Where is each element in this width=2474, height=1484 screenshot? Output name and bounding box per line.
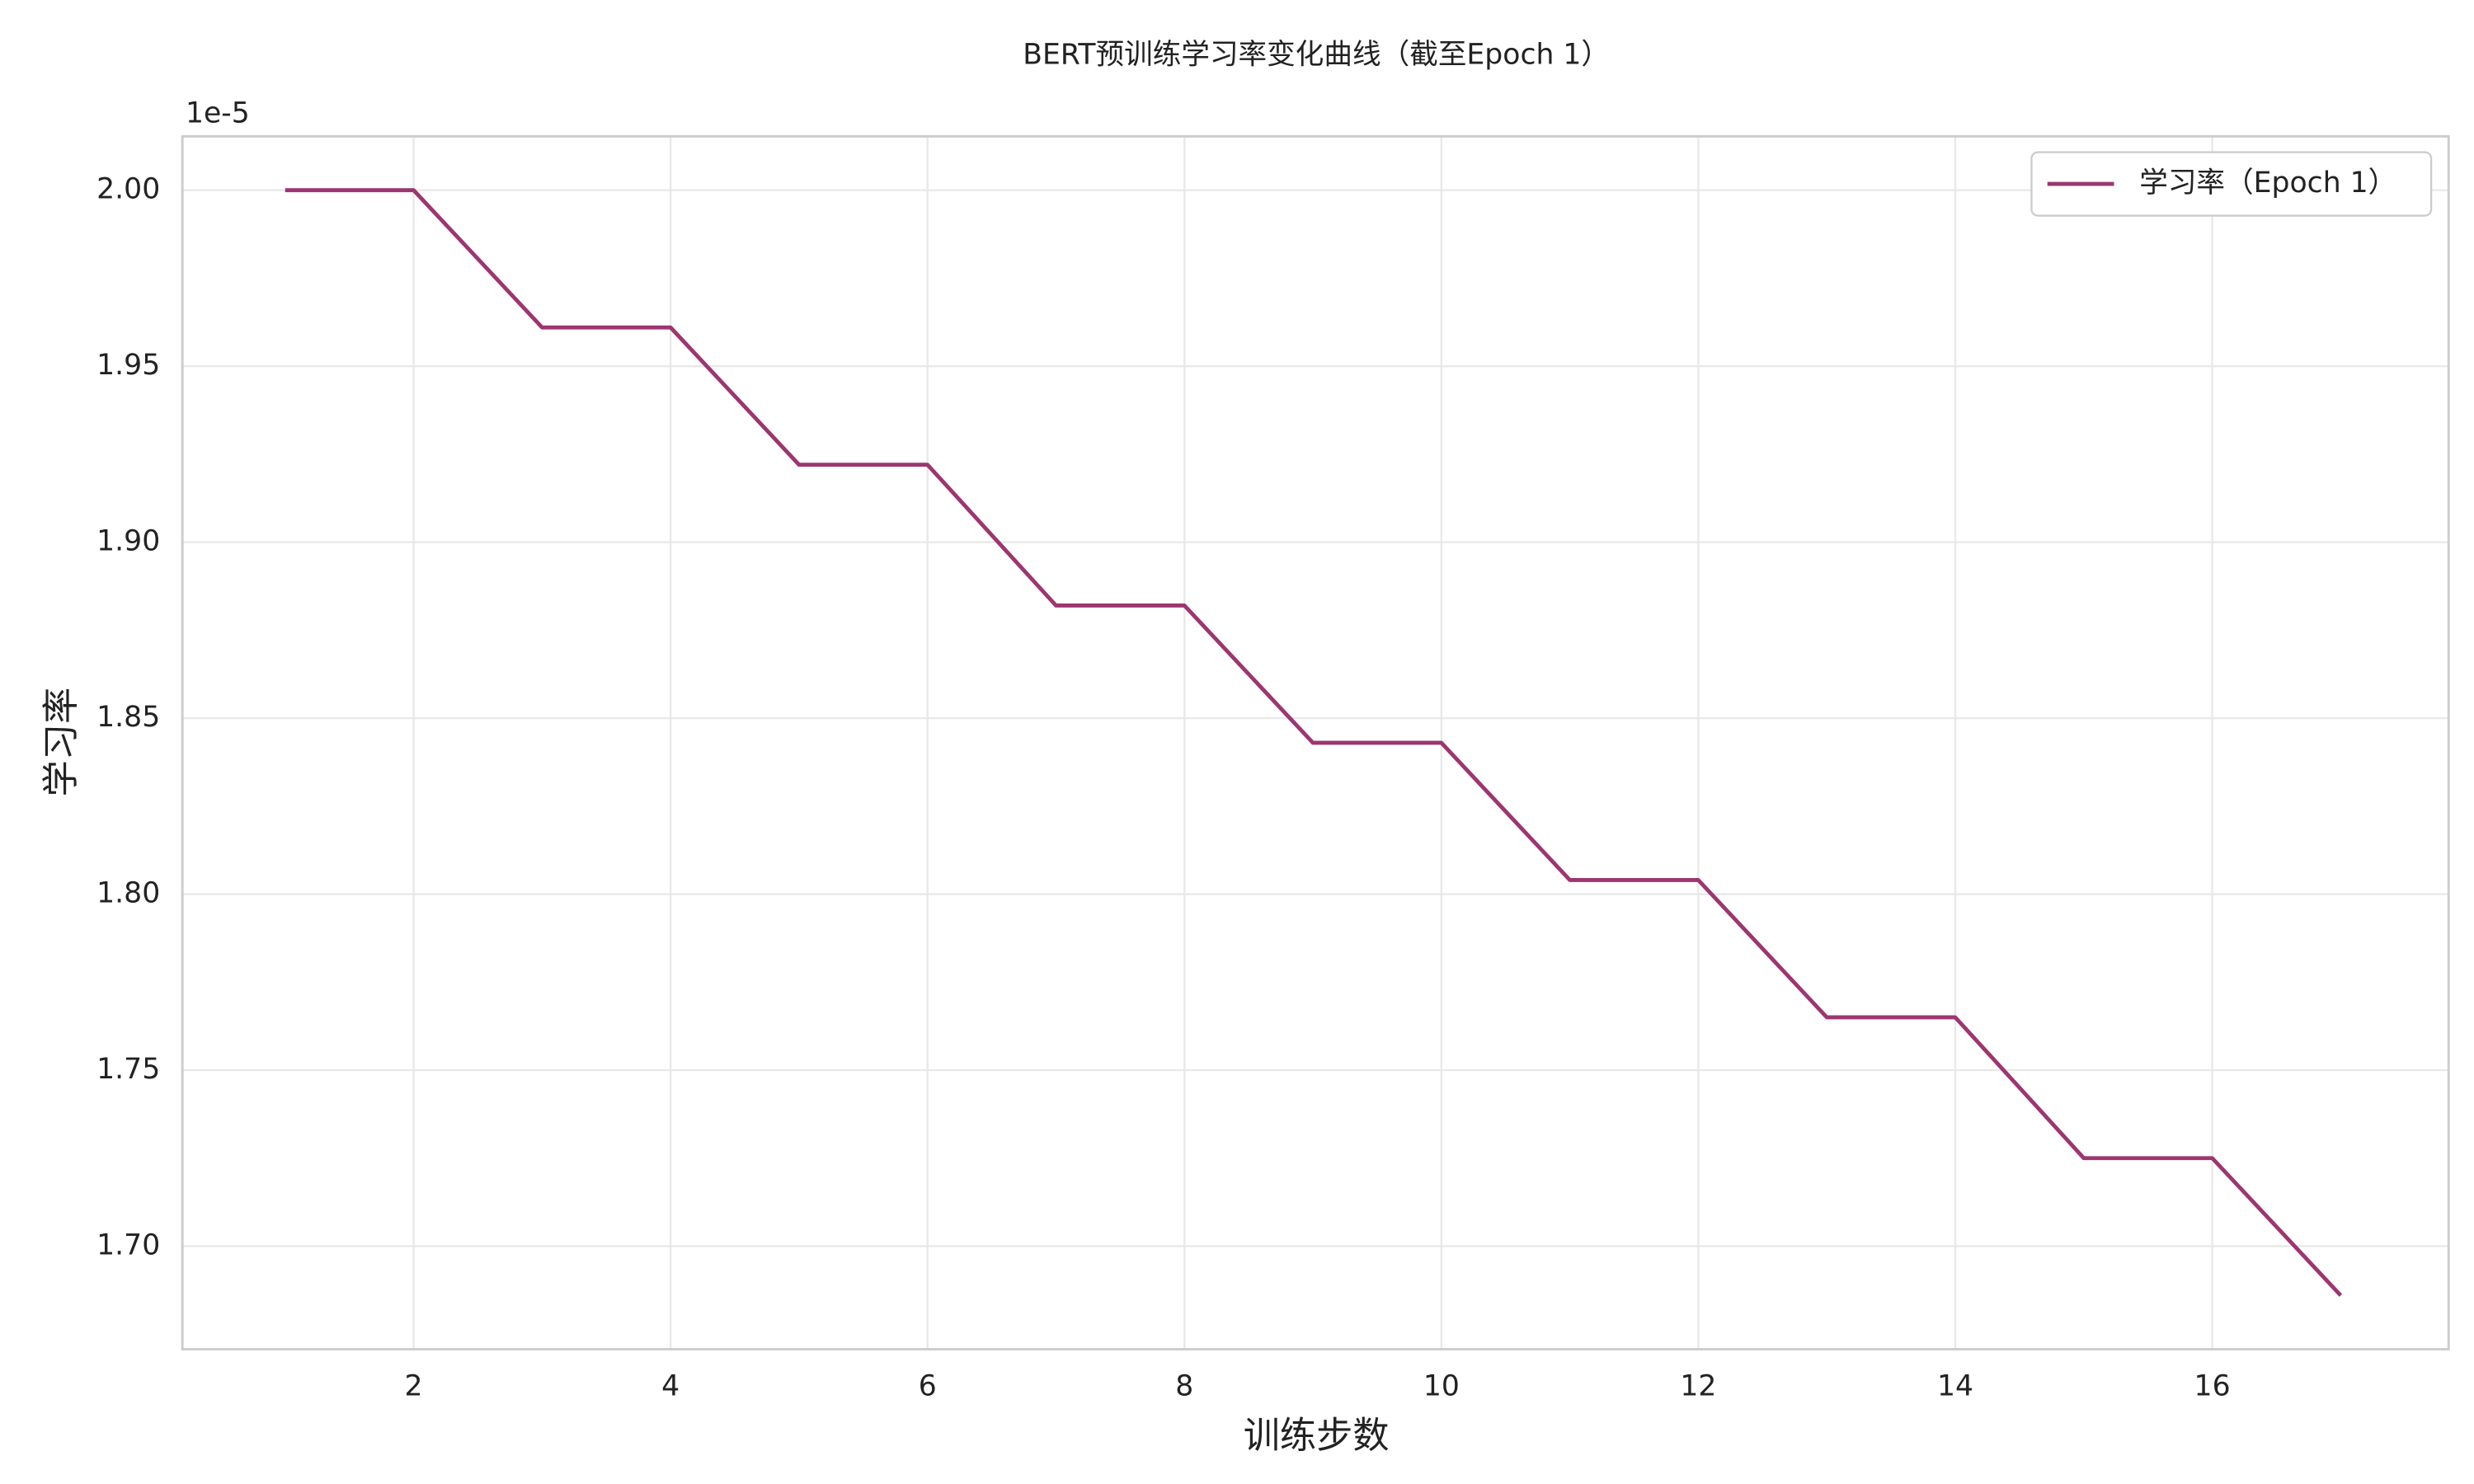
y-tick-label: 1.90 (96, 525, 160, 558)
x-tick-label: 16 (2194, 1370, 2231, 1403)
x-tick-label: 4 (661, 1370, 680, 1403)
x-tick-label: 10 (1423, 1370, 1460, 1403)
x-tick-label: 12 (1680, 1370, 1716, 1403)
y-tick-label: 1.70 (96, 1228, 160, 1261)
legend-box (2030, 151, 2433, 217)
line-series (285, 188, 2343, 1297)
y-offset-label: 1e-5 (186, 96, 250, 129)
legend-label: 学习率（Epoch 1） (2139, 167, 2396, 200)
x-tick-label: 6 (919, 1370, 937, 1403)
y-tick-label: 1.85 (96, 701, 160, 734)
x-tick-label: 8 (1175, 1370, 1193, 1403)
y-tick-label: 1.75 (96, 1053, 160, 1086)
y-tick-label: 1.95 (96, 349, 160, 382)
legend: 学习率（Epoch 1） (2030, 151, 2433, 217)
y-tick-label: 1.80 (96, 877, 160, 910)
x-axis-label: 训练步数 (1244, 1415, 1390, 1457)
chart-title: BERT预训练学习率变化曲线（截至Epoch 1） (1023, 38, 1610, 71)
y-tick-label: 2.00 (96, 173, 160, 206)
x-tick-label: 14 (1937, 1370, 1973, 1403)
x-tick-label: 2 (405, 1370, 423, 1403)
plot-frame (181, 134, 2450, 1350)
y-axis-label: 学习率 (40, 688, 82, 797)
